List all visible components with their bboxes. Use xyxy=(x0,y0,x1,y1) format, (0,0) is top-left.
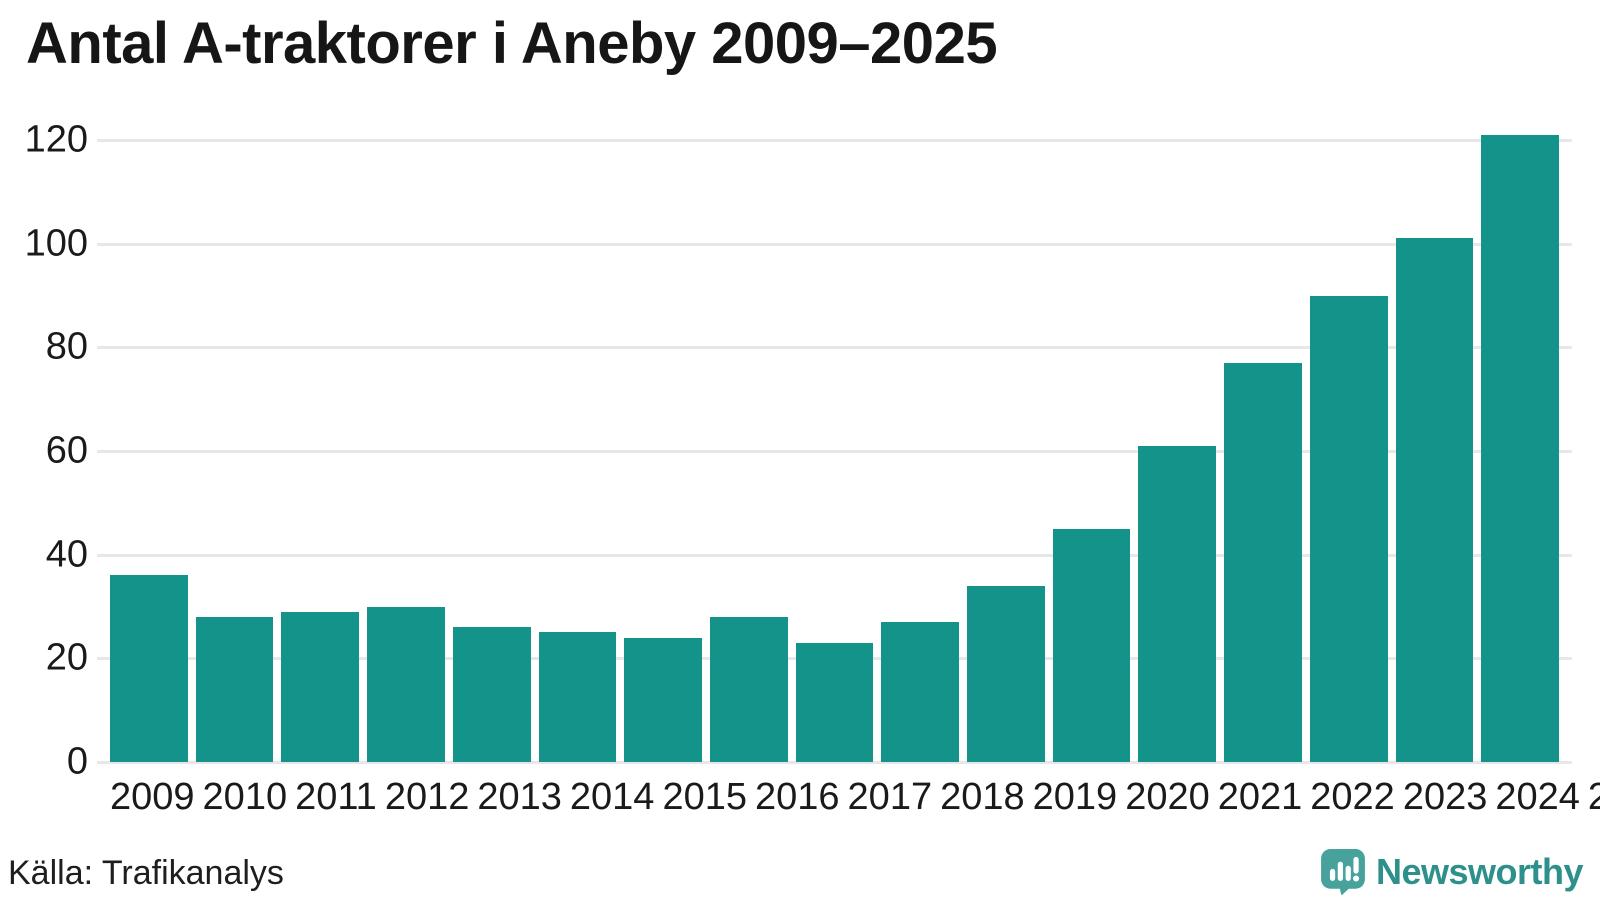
newsworthy-wordmark: Newsworthy xyxy=(1375,850,1584,892)
bar-2020 xyxy=(1052,528,1131,762)
x-axis: 2009 2010 2011 2012 2013 2014 2015 2016 2017 2018… xyxy=(110,776,1600,819)
bar-2024 xyxy=(1395,238,1474,762)
x-axis-tick-label-2013: 2013 xyxy=(477,776,562,818)
bar-2018 xyxy=(881,622,960,762)
bar-2017 xyxy=(795,642,874,762)
x-axis-tick-label-2025: 2025 xyxy=(1587,776,1600,818)
newsworthy-logo: Newsworthy xyxy=(1320,848,1584,895)
bar-2021 xyxy=(1138,445,1217,762)
bar-2011 xyxy=(281,611,360,762)
chart-title: Antal A-traktorer i Aneby 2009–2025 xyxy=(26,11,998,76)
x-axis-tick-label-2015: 2015 xyxy=(662,776,747,818)
x-axis-tick-label-2012: 2012 xyxy=(384,776,470,818)
bar-2016 xyxy=(709,616,788,762)
bar-2022 xyxy=(1224,362,1302,762)
x-axis-tick-label-2009: 2009 xyxy=(110,776,195,818)
y-axis-tick-label-40: 40 xyxy=(45,533,88,576)
bar-2013 xyxy=(452,627,531,762)
x-axis-tick-label-2014: 2014 xyxy=(569,776,655,818)
x-axis-tick-label-2010: 2010 xyxy=(202,776,288,818)
bar-2015 xyxy=(624,637,702,762)
x-axis-tick-label-2021: 2021 xyxy=(1217,776,1303,818)
x-axis-tick-label-2022: 2022 xyxy=(1310,776,1395,818)
x-axis-tick-label-2018: 2018 xyxy=(940,776,1025,818)
gridline-y-120 xyxy=(97,139,1572,142)
newsworthy-speech-bubble-chart-icon xyxy=(1321,849,1365,895)
y-axis-tick-label-0: 0 xyxy=(66,740,88,783)
x-axis-tick-label-2020: 2020 xyxy=(1125,776,1210,818)
gridline-y-40 xyxy=(97,553,1572,557)
y-axis-tick-label-20: 20 xyxy=(45,636,88,679)
gridline-y-60 xyxy=(97,450,1572,453)
x-axis-tick-label-2023: 2023 xyxy=(1402,776,1488,818)
y-axis-tick-label-120: 120 xyxy=(24,118,88,161)
x-axis-tick-label-2011: 2011 xyxy=(295,776,377,818)
y-axis-tick-label-60: 60 xyxy=(45,429,88,472)
x-axis-tick-label-2017: 2017 xyxy=(847,776,933,818)
bar-series xyxy=(110,134,1559,762)
x-axis-tick-label-2024: 2024 xyxy=(1495,776,1580,818)
y-axis-tick-label-100: 100 xyxy=(24,222,88,265)
x-axis-tick-label-2019: 2019 xyxy=(1032,776,1118,818)
bar-2023 xyxy=(1309,295,1388,762)
bar-2009 xyxy=(110,575,188,762)
y-axis-tick-label-80: 80 xyxy=(45,325,88,368)
source-caption: Källa: Trafikanalys xyxy=(8,854,284,892)
y-axis: 0 20 40 60 80 100 120 xyxy=(0,119,88,783)
gridline-y-0 xyxy=(97,761,1572,764)
gridline-y-100 xyxy=(97,242,1572,246)
bar-2019 xyxy=(967,585,1045,762)
gridline-y-80 xyxy=(97,346,1572,350)
bar-2010 xyxy=(195,616,274,762)
bar-2025 xyxy=(1481,134,1559,762)
x-axis-tick-label-2016: 2016 xyxy=(755,776,840,818)
bar-2014 xyxy=(538,632,617,762)
bar-2012 xyxy=(367,606,445,762)
